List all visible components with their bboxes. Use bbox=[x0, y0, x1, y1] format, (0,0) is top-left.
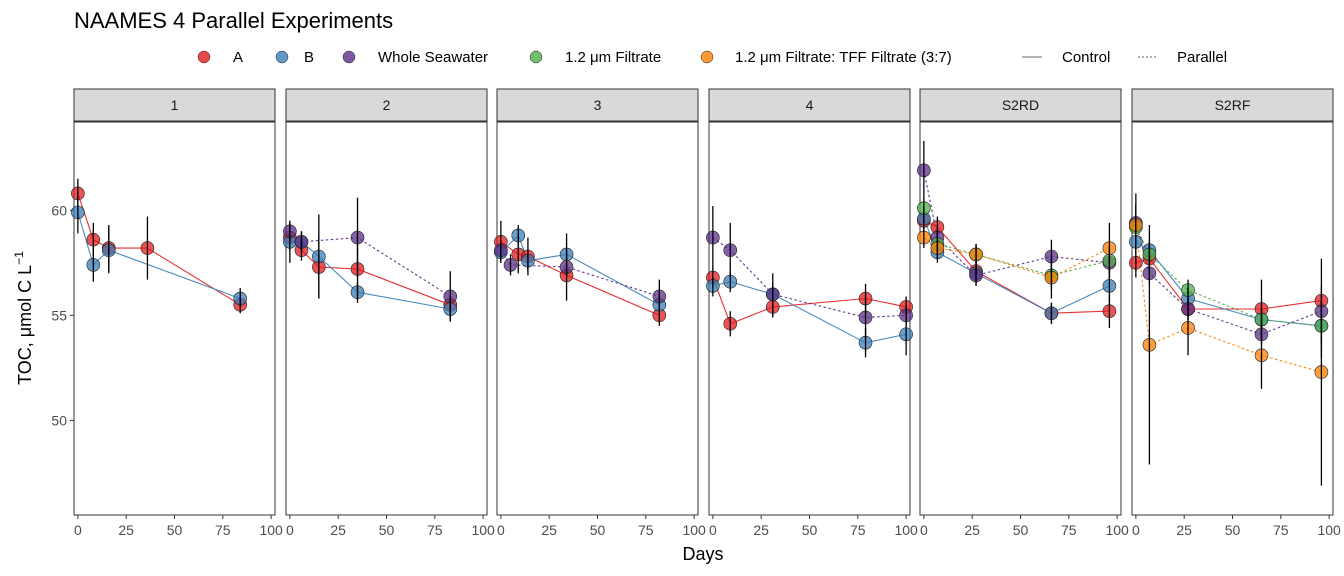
panel-1-x-tick-label-0: 0 bbox=[74, 522, 82, 538]
legend-key-whole-seawater bbox=[342, 50, 356, 64]
panel-2-series-line-whole-seawater bbox=[289, 230, 451, 297]
panel-3-x-tick-label-25: 25 bbox=[541, 522, 557, 538]
panel-3-plot-area bbox=[496, 121, 699, 516]
panel-3-strip bbox=[496, 88, 699, 122]
x-axis-title: Days bbox=[682, 544, 723, 564]
y-axis-title-main: TOC, μmol C L bbox=[15, 265, 35, 385]
panel-s2rd-plot-area bbox=[919, 121, 1122, 516]
legend-label-a: A bbox=[233, 49, 243, 66]
y-tick-label-60: 60 bbox=[51, 202, 67, 218]
legend-label-parallel: Parallel bbox=[1177, 49, 1227, 66]
panel-s2rf-x-tick-label-50: 50 bbox=[1225, 522, 1241, 538]
panel-2-strip bbox=[285, 88, 488, 122]
legend-label-b: B bbox=[304, 49, 314, 66]
panel-3-x-tick-label-0: 0 bbox=[497, 522, 505, 538]
panel-2: 2 0 25 50 75 100 bbox=[283, 88, 495, 538]
panel-s2rf-strip-label: S2RF bbox=[1215, 97, 1251, 113]
panel-3-series-line-whole-seawater bbox=[500, 249, 660, 297]
panel-4-x-tick-label-50: 50 bbox=[802, 522, 818, 538]
panel-s2rf: S2RF 0 25 50 75 100 bbox=[1129, 88, 1341, 538]
legend-key-b bbox=[275, 50, 289, 64]
panel-4-x-tick-label-25: 25 bbox=[753, 522, 769, 538]
legend-label-1-2-m-filtrate: 1.2 μm Filtrate bbox=[565, 49, 661, 66]
panel-1-strip bbox=[73, 88, 276, 122]
panel-2-plot-area bbox=[285, 121, 488, 516]
panel-3-strip-label: 3 bbox=[594, 97, 602, 113]
panel-s2rd-x-tick-label-100: 100 bbox=[1105, 522, 1129, 538]
panel-4-series-line-whole-seawater bbox=[712, 237, 907, 318]
chart-title: NAAMES 4 Parallel Experiments bbox=[74, 8, 393, 33]
panel-4-x-tick-label-75: 75 bbox=[850, 522, 866, 538]
panel-s2rd-series-line-whole-seawater bbox=[923, 170, 1110, 277]
legend-item-a: A bbox=[197, 49, 243, 66]
panel-3-x-tick-label-100: 100 bbox=[682, 522, 706, 538]
legend-item-parallel: Parallel bbox=[1138, 49, 1227, 66]
panel-1: 1 0 25 50 75 100 50 55 60 bbox=[51, 88, 283, 538]
legend: A B Whole Seawater 1.2 μm Filtrate 1.2 μm Fi… bbox=[197, 49, 1227, 66]
legend-key-1-2-m-filtrate-tff-filtrate-3-7 bbox=[700, 50, 714, 64]
panel-s2rf-x-tick-label-75: 75 bbox=[1273, 522, 1289, 538]
legend-item-control: Control bbox=[1022, 49, 1110, 66]
panel-2-x-tick-label-50: 50 bbox=[379, 522, 395, 538]
panel-s2rf-plot-area bbox=[1131, 121, 1334, 516]
panel-s2rf-x-tick-label-25: 25 bbox=[1176, 522, 1192, 538]
panel-2-x-tick-label-75: 75 bbox=[427, 522, 443, 538]
panel-4-strip bbox=[708, 88, 911, 122]
panel-s2rd-x-tick-label-25: 25 bbox=[964, 522, 980, 538]
panel-s2rd-strip bbox=[919, 88, 1122, 122]
y-tick-label-50: 50 bbox=[51, 412, 67, 428]
panel-1-strip-label: 1 bbox=[171, 97, 179, 113]
legend-label-1-2-m-filtrate-tff-filtrate-3-7: 1.2 μm Filtrate: TFF Filtrate (3:7) bbox=[735, 49, 952, 66]
legend-item-whole-seawater: Whole Seawater bbox=[342, 49, 488, 66]
y-axis-title-superscript: −1 bbox=[12, 251, 26, 265]
panel-3-x-tick-label-75: 75 bbox=[638, 522, 654, 538]
legend-key-a bbox=[197, 50, 211, 64]
panel-1-x-tick-label-25: 25 bbox=[118, 522, 134, 538]
panel-s2rf-series-line-1-2-m-filtrate-tff-filtrate-3-7 bbox=[1135, 224, 1322, 373]
panel-4-strip-label: 4 bbox=[806, 97, 814, 113]
panel-s2rd-x-tick-label-50: 50 bbox=[1013, 522, 1029, 538]
panel-4: 4 0 25 50 75 100 bbox=[706, 88, 918, 538]
panel-s2rf-x-tick-label-0: 0 bbox=[1132, 522, 1140, 538]
panel-2-strip-label: 2 bbox=[383, 97, 391, 113]
y-axis-title: TOC, μmol C L−1 bbox=[12, 251, 35, 385]
legend-label-whole-seawater: Whole Seawater bbox=[378, 49, 488, 66]
legend-key-1-2-m-filtrate bbox=[529, 50, 543, 64]
panel-s2rd: S2RD 0 25 50 75 100 bbox=[917, 88, 1129, 538]
panel-4-x-tick-label-0: 0 bbox=[709, 522, 717, 538]
panel-s2rd-x-tick-label-75: 75 bbox=[1061, 522, 1077, 538]
panel-1-plot-area bbox=[73, 121, 276, 516]
panel-1-x-tick-label-100: 100 bbox=[259, 522, 283, 538]
panel-3-x-tick-label-50: 50 bbox=[590, 522, 606, 538]
panel-2-x-tick-label-0: 0 bbox=[286, 522, 294, 538]
panel-4-x-tick-label-100: 100 bbox=[894, 522, 918, 538]
legend-label-control: Control bbox=[1062, 49, 1110, 66]
panel-s2rf-x-tick-label-100: 100 bbox=[1317, 522, 1341, 538]
legend-item-1-2-m-filtrate: 1.2 μm Filtrate bbox=[529, 49, 661, 66]
panel-1-x-tick-label-50: 50 bbox=[167, 522, 183, 538]
panel-2-x-tick-label-25: 25 bbox=[330, 522, 346, 538]
panel-s2rd-x-tick-label-0: 0 bbox=[920, 522, 928, 538]
panel-1-x-tick-label-75: 75 bbox=[215, 522, 231, 538]
panel-s2rf-strip bbox=[1131, 88, 1334, 122]
panel-4-plot-area bbox=[708, 121, 911, 516]
panel-3: 3 0 25 50 75 100 bbox=[494, 88, 706, 538]
panel-2-x-tick-label-100: 100 bbox=[471, 522, 495, 538]
panel-1-series-line-b bbox=[77, 212, 241, 300]
panel-s2rd-strip-label: S2RD bbox=[1002, 97, 1039, 113]
legend-item-b: B bbox=[275, 49, 314, 66]
legend-item-1-2-m-filtrate-tff-filtrate-3-7: 1.2 μm Filtrate: TFF Filtrate (3:7) bbox=[700, 49, 952, 66]
y-tick-label-55: 55 bbox=[51, 307, 67, 323]
